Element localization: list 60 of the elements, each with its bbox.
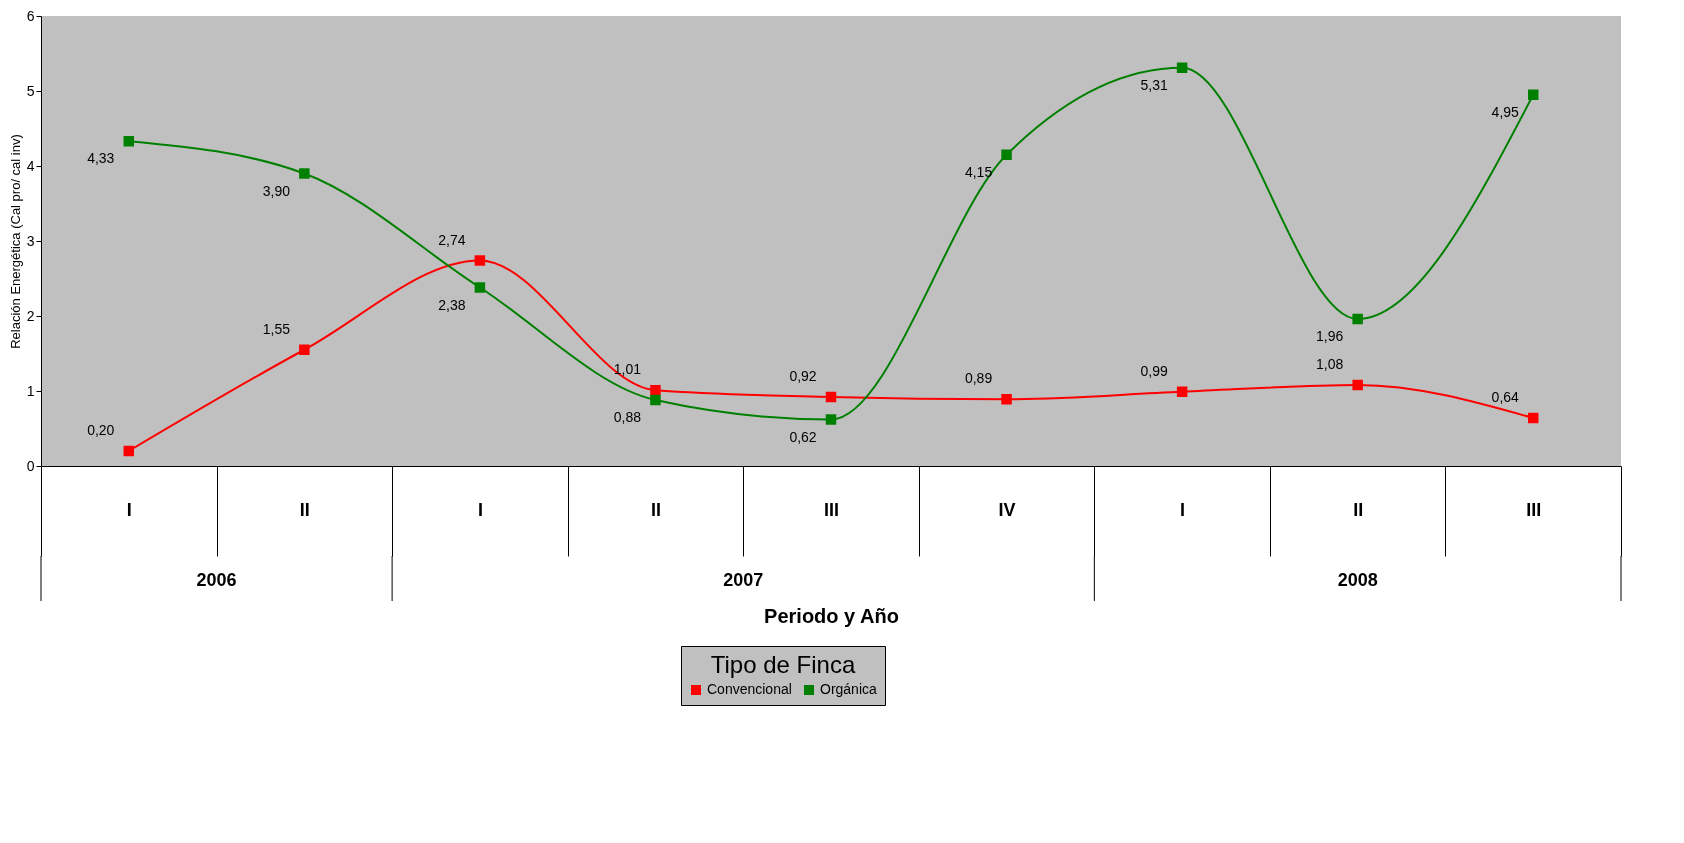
x-axis-title: Periodo y Año bbox=[764, 604, 899, 627]
x-tick-label: II bbox=[1353, 499, 1364, 520]
data-label: 0,62 bbox=[789, 428, 817, 445]
x-tick-label: III bbox=[1526, 499, 1542, 520]
point bbox=[1527, 89, 1539, 100]
point bbox=[474, 282, 486, 293]
y-tick-label: 6 bbox=[26, 7, 35, 24]
data-label: 0,99 bbox=[1140, 362, 1168, 379]
x-tick-label: III bbox=[823, 499, 840, 520]
x-tick-label: I bbox=[1180, 499, 1186, 520]
text: 2007 bbox=[723, 570, 764, 590]
point bbox=[299, 168, 310, 179]
legend-label: Convencional bbox=[707, 681, 792, 697]
point bbox=[1527, 412, 1539, 424]
point bbox=[474, 255, 486, 266]
data-label: 1,08 bbox=[1316, 356, 1344, 372]
x-tick-label: I bbox=[477, 499, 483, 520]
y-tick-label: 0 bbox=[26, 457, 35, 474]
data-label: 0,92 bbox=[789, 368, 817, 384]
data-label: 4,33 bbox=[87, 150, 115, 167]
y-tick-label: 1 bbox=[26, 382, 35, 399]
data-label: 4,95 bbox=[1491, 103, 1520, 120]
point bbox=[825, 391, 837, 403]
point bbox=[123, 136, 135, 147]
legend-title: Tipo de Finca bbox=[710, 651, 856, 678]
data-label: 4,15 bbox=[964, 163, 993, 180]
x-tick-label: II bbox=[650, 499, 661, 520]
point bbox=[650, 385, 661, 396]
y-tick-label: 3 bbox=[26, 232, 35, 249]
point bbox=[1352, 313, 1363, 325]
point bbox=[299, 344, 310, 355]
x-tick-label: II bbox=[299, 499, 310, 520]
point bbox=[650, 394, 661, 406]
data-label: 2,74 bbox=[438, 231, 466, 248]
x-tick-label: IV bbox=[998, 499, 1016, 520]
point bbox=[123, 445, 135, 457]
data-label: 5,31 bbox=[1140, 76, 1168, 93]
point bbox=[1176, 62, 1188, 73]
point bbox=[1352, 379, 1363, 391]
x-tick-label: I bbox=[126, 499, 132, 520]
data-label: 1,55 bbox=[262, 320, 291, 337]
data-label: 0,89 bbox=[964, 370, 993, 387]
data-label: 2,38 bbox=[438, 296, 466, 313]
point bbox=[1176, 386, 1188, 397]
data-label: 0,88 bbox=[613, 409, 642, 425]
y-tick-label: 2 bbox=[26, 307, 35, 324]
point bbox=[825, 414, 837, 425]
data-label: 1,01 bbox=[613, 361, 642, 378]
point bbox=[1001, 394, 1012, 405]
y-axis-title: Relación Energética (Cal pro/ cal inv) bbox=[7, 134, 23, 349]
point bbox=[1001, 149, 1012, 160]
text: 2008 bbox=[1337, 570, 1378, 590]
text: 2006 bbox=[196, 570, 237, 590]
data-label: 3,90 bbox=[262, 182, 291, 199]
data-label: 0,64 bbox=[1491, 389, 1520, 405]
legend-label: Orgánica bbox=[820, 681, 878, 697]
y-tick-label: 4 bbox=[26, 157, 35, 174]
y-tick-label: 5 bbox=[26, 82, 35, 99]
data-label: 0,20 bbox=[87, 422, 115, 438]
data-label: 1,96 bbox=[1316, 328, 1344, 344]
